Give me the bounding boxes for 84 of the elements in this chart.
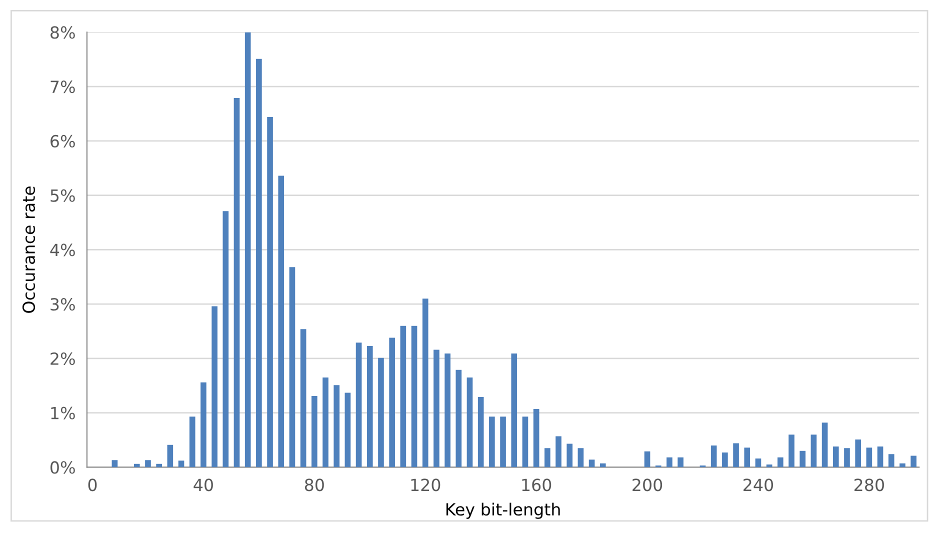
bar	[112, 460, 118, 468]
bar	[710, 445, 717, 468]
bar	[666, 457, 672, 468]
y-tick-label: 1%	[51, 406, 75, 420]
bar	[888, 454, 894, 468]
y-axis-title: Occurance rate	[22, 186, 36, 313]
y-tick-label: 2%	[50, 352, 75, 366]
bar	[588, 460, 595, 468]
bar	[578, 448, 584, 468]
bar	[366, 346, 373, 468]
x-tick-label: 200	[632, 478, 662, 492]
x-tick-label: 160	[522, 478, 552, 492]
x-tick-label: 280	[854, 478, 884, 492]
bar	[866, 448, 872, 468]
bar	[212, 306, 218, 468]
bar	[722, 452, 728, 468]
bar	[411, 326, 418, 468]
bar	[267, 117, 273, 468]
bar	[244, 32, 251, 468]
bar	[167, 444, 174, 468]
bar	[810, 434, 817, 468]
bar	[822, 422, 828, 468]
bar	[832, 446, 839, 468]
bar	[644, 451, 650, 468]
bar	[478, 397, 484, 468]
bar	[134, 464, 140, 468]
bar	[322, 377, 328, 468]
bar	[744, 448, 750, 468]
bar	[489, 416, 495, 468]
x-tick-label: 80	[304, 478, 324, 492]
bar	[156, 464, 162, 468]
bar	[733, 443, 739, 468]
bar	[678, 457, 684, 468]
bar	[256, 58, 262, 468]
y-tick-label: 4%	[50, 244, 75, 256]
bar	[511, 354, 518, 468]
x-tick-label: 40	[194, 478, 213, 492]
bar	[844, 448, 850, 468]
x-tick-label: 240	[744, 478, 774, 492]
bar	[200, 382, 206, 468]
bar	[222, 211, 229, 468]
bar	[566, 444, 573, 468]
bar	[422, 298, 428, 468]
bar	[788, 434, 794, 468]
bar	[356, 342, 362, 468]
bar	[800, 450, 806, 468]
bar	[178, 460, 184, 468]
x-tick-label: 120	[411, 478, 440, 492]
bar	[556, 436, 562, 468]
bar	[755, 458, 762, 468]
bar	[344, 392, 351, 468]
x-axis-title: Key bit-length	[446, 502, 560, 519]
y-tick-label: 7%	[50, 80, 75, 94]
bar	[434, 350, 440, 468]
bar	[300, 329, 306, 468]
bar	[466, 377, 473, 468]
y-tick-label: 3%	[50, 298, 75, 311]
bar	[278, 176, 284, 468]
bar	[522, 416, 528, 468]
bar	[855, 439, 861, 468]
bar	[400, 326, 406, 468]
y-tick-label: 8%	[50, 26, 75, 39]
bar	[900, 463, 906, 468]
bar	[234, 98, 240, 468]
bar	[544, 448, 550, 468]
bar	[500, 416, 506, 468]
y-tick-label: 0%	[50, 461, 75, 474]
bar	[600, 463, 606, 468]
bar	[533, 409, 540, 468]
bar	[378, 358, 384, 468]
bar	[311, 396, 318, 468]
bar	[778, 457, 784, 468]
bar	[289, 267, 296, 468]
bar	[189, 416, 196, 468]
bar	[877, 446, 884, 468]
bar	[910, 456, 916, 468]
x-tick-label: 0	[88, 478, 97, 492]
bar	[145, 460, 151, 468]
y-tick-label: 5%	[50, 189, 75, 202]
y-tick-label: 6%	[50, 134, 75, 148]
bar	[334, 385, 340, 468]
bar	[444, 354, 450, 468]
bar	[456, 370, 462, 468]
bar	[389, 338, 395, 468]
